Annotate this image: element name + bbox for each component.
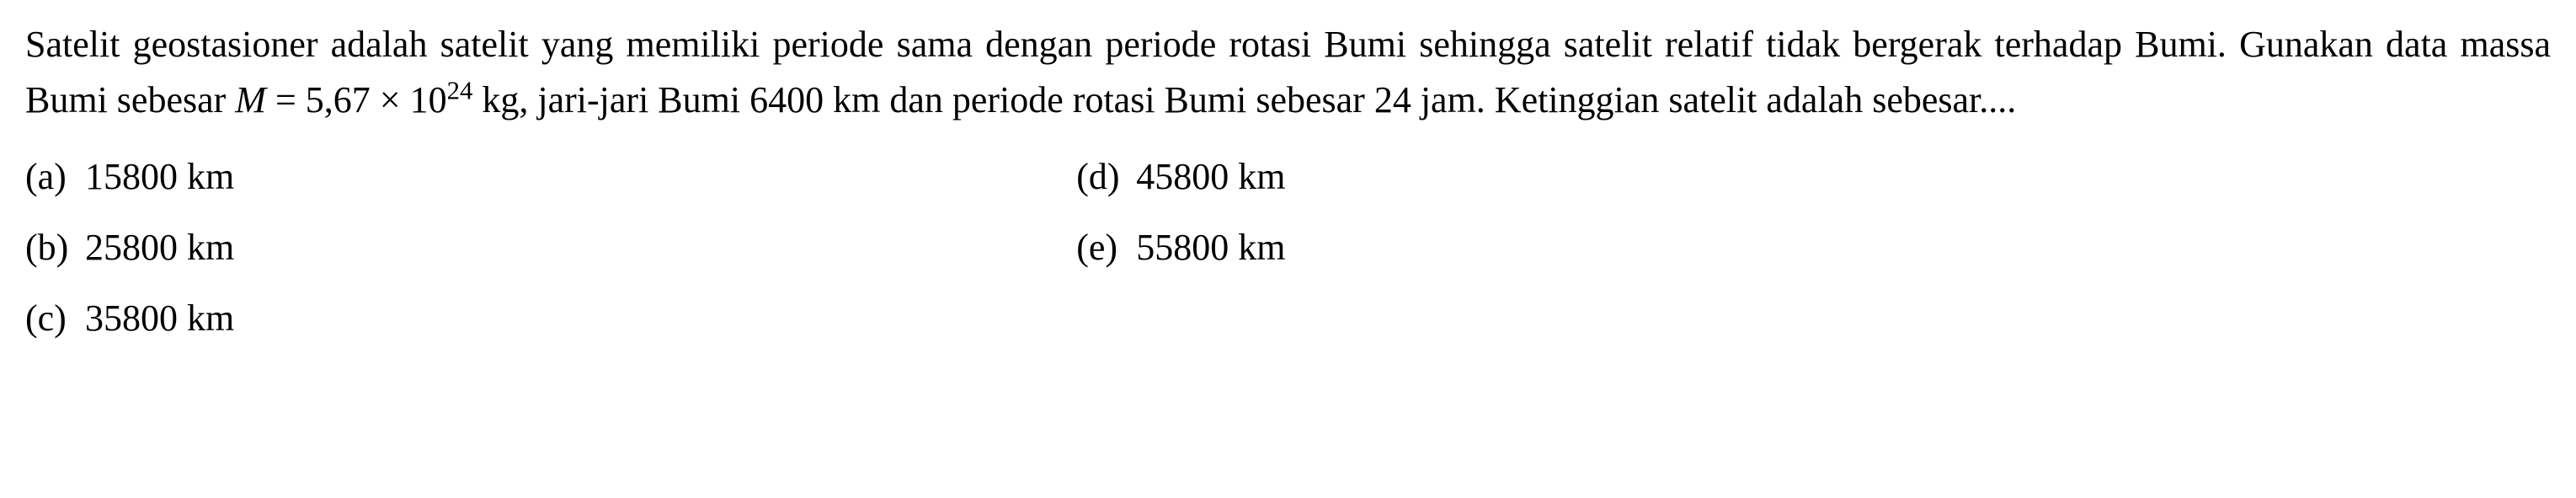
option-a-value: 15800 km [85,156,234,197]
option-c: (c) 35800 km [25,291,234,346]
options-left-column: (a) 15800 km (b) 25800 km (c) 35800 km [25,149,234,346]
option-b-label: (b) [25,220,76,276]
options-container: (a) 15800 km (b) 25800 km (c) 35800 km (… [25,149,2551,346]
equals-value: = 5,67 × 10 [266,79,447,120]
option-c-value: 35800 km [85,297,234,339]
option-e-label: (e) [1076,220,1127,276]
option-d-label: (d) [1076,149,1127,205]
question-part2: , jari-jari Bumi 6400 km dan periode rot… [519,79,2016,120]
option-a: (a) 15800 km [25,149,234,205]
exponent: 24 [447,76,473,104]
mass-variable: M [235,79,266,120]
option-d: (d) 45800 km [1076,149,1285,205]
options-right-column: (d) 45800 km (e) 55800 km [1076,149,1285,346]
option-e: (e) 55800 km [1076,220,1285,276]
option-a-label: (a) [25,149,76,205]
option-c-label: (c) [25,291,76,346]
option-e-value: 55800 km [1136,227,1285,268]
question-text: Satelit geostasioner adalah satelit yang… [25,17,2551,128]
option-b: (b) 25800 km [25,220,234,276]
option-d-value: 45800 km [1136,156,1285,197]
option-b-value: 25800 km [85,227,234,268]
unit-mass: kg [472,79,519,120]
